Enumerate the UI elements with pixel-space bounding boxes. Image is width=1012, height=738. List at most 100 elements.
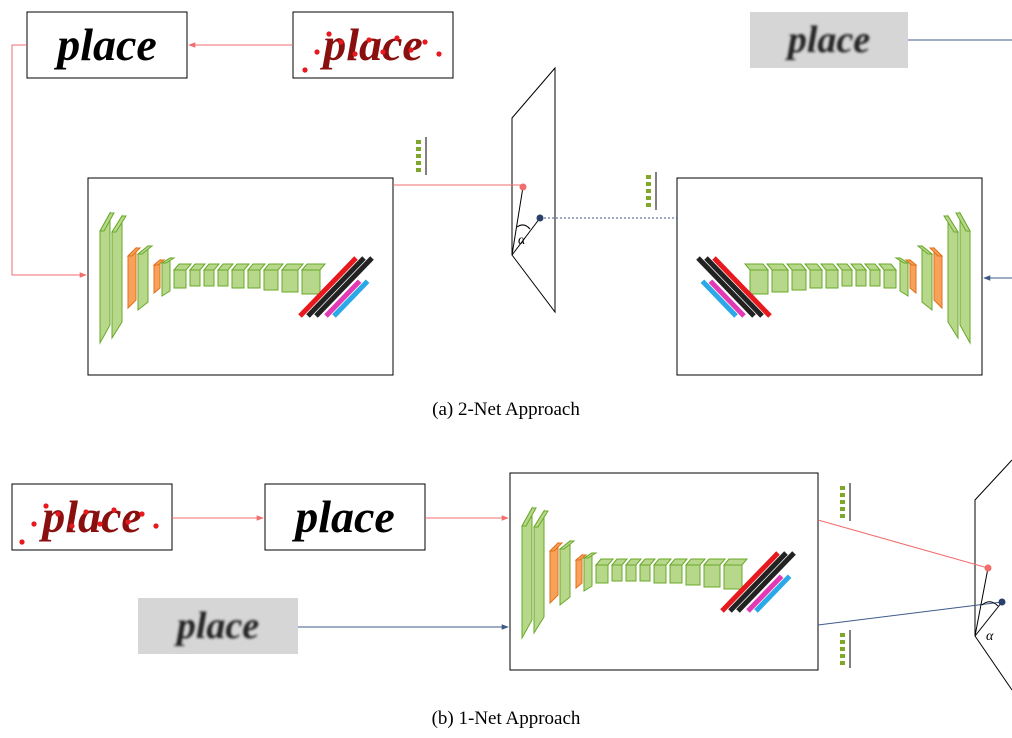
layer (218, 270, 228, 286)
embedding-vector (840, 483, 850, 521)
stroke-point (314, 49, 319, 54)
word: place (291, 491, 395, 542)
stroke-point (69, 523, 74, 528)
layer (900, 258, 908, 296)
layer (138, 246, 148, 310)
layer (948, 216, 958, 338)
layer (282, 270, 298, 292)
stroke-point (153, 523, 158, 528)
vector-cell (840, 493, 845, 497)
caption: (b) 1-Net Approach (432, 708, 581, 729)
layer (584, 553, 592, 591)
embedding-plane (512, 68, 555, 312)
vector-cell (840, 486, 845, 490)
word: place (174, 605, 259, 647)
layer (522, 508, 532, 638)
stroke-point (55, 511, 60, 516)
stroke-point (302, 67, 307, 72)
layer (810, 270, 822, 288)
stroke-point (394, 35, 399, 40)
vector-cell (840, 633, 845, 637)
layer (704, 565, 720, 587)
layer (264, 270, 278, 290)
point (520, 184, 527, 191)
stroke-point (19, 539, 24, 544)
word: place (319, 19, 423, 70)
connector (818, 602, 1002, 625)
vector-cell (646, 182, 651, 186)
stroke-point (408, 47, 413, 52)
stroke-point (31, 521, 36, 526)
layer (560, 541, 570, 605)
stroke-point (352, 51, 357, 56)
layer (248, 270, 260, 288)
arrow (12, 45, 86, 275)
layer (612, 565, 622, 581)
stroke-point (422, 39, 427, 44)
layer (724, 565, 742, 589)
layer (856, 270, 866, 286)
point (537, 215, 544, 222)
stroke-point (139, 511, 144, 516)
layer (640, 565, 650, 581)
stroke-point (111, 507, 116, 512)
vector-cell (646, 203, 651, 207)
point (985, 565, 992, 572)
stroke-point (338, 39, 343, 44)
point (999, 599, 1006, 606)
layer (654, 565, 666, 583)
layer (686, 565, 700, 585)
vector (512, 218, 540, 255)
stroke-point (125, 519, 130, 524)
layer (826, 270, 838, 288)
layer (884, 270, 896, 288)
layer (302, 270, 320, 294)
vector-cell (840, 661, 845, 665)
vector-cell (840, 500, 845, 504)
layer (842, 270, 852, 286)
layer (922, 246, 932, 310)
vector-cell (646, 189, 651, 193)
vector-cell (840, 507, 845, 511)
layer (232, 270, 244, 288)
embedding-vector (646, 172, 656, 210)
angle-arc (517, 225, 530, 229)
stroke-point (380, 49, 385, 54)
diagram: place place place α (a) 2-Net Approach p… (0, 0, 1012, 738)
layer (100, 213, 110, 343)
layer (626, 565, 636, 581)
layer (190, 270, 200, 286)
layer (174, 270, 186, 288)
connector (818, 520, 988, 568)
layer (792, 270, 806, 290)
layer (870, 270, 880, 286)
vector-cell (646, 196, 651, 200)
stroke-point (436, 51, 441, 56)
vector-cell (840, 654, 845, 658)
layer (772, 270, 788, 292)
embedding-plane (975, 460, 1012, 690)
layer (112, 216, 122, 338)
stroke-point (366, 37, 371, 42)
layer (550, 543, 558, 603)
vector-cell (416, 168, 421, 172)
stroke-point (97, 521, 102, 526)
word: place (785, 19, 870, 61)
stroke-point (326, 31, 331, 36)
layer (204, 270, 214, 286)
layer (162, 258, 170, 296)
stroke-point (43, 503, 48, 508)
layer (750, 270, 768, 294)
vector-cell (416, 147, 421, 151)
vector-cell (416, 161, 421, 165)
layer (960, 213, 970, 343)
stroke-point (83, 509, 88, 514)
word: place (53, 19, 157, 70)
embedding-vector (416, 137, 426, 175)
embedding-vector (840, 630, 850, 668)
caption: (a) 2-Net Approach (432, 399, 580, 420)
layer (534, 511, 544, 633)
vector-cell (840, 640, 845, 644)
word: place (38, 491, 142, 542)
layer (128, 248, 136, 308)
